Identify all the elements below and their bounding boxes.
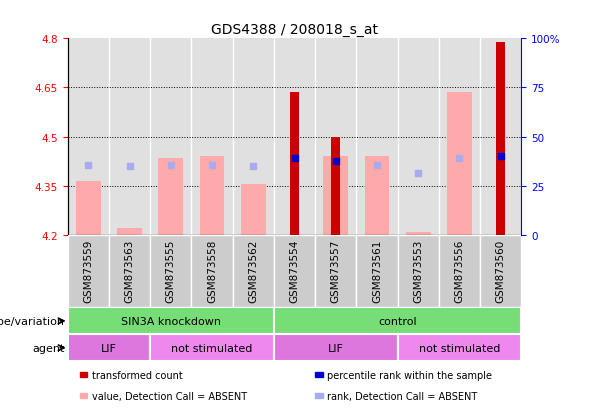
Bar xyxy=(109,235,150,308)
Bar xyxy=(439,235,480,308)
Point xyxy=(290,155,299,162)
Bar xyxy=(150,335,274,361)
Text: GSM873555: GSM873555 xyxy=(166,239,176,302)
Text: SIN3A knockdown: SIN3A knockdown xyxy=(121,316,221,326)
Title: GDS4388 / 208018_s_at: GDS4388 / 208018_s_at xyxy=(211,23,378,37)
Text: GSM873561: GSM873561 xyxy=(372,239,382,302)
Text: GSM873554: GSM873554 xyxy=(290,239,299,302)
Text: GSM873563: GSM873563 xyxy=(125,239,134,302)
Bar xyxy=(356,235,398,308)
Bar xyxy=(76,181,101,235)
Bar xyxy=(233,235,274,308)
Point xyxy=(84,162,93,169)
Text: GSM873556: GSM873556 xyxy=(455,239,464,302)
Point xyxy=(372,162,382,169)
Text: control: control xyxy=(378,316,417,326)
Text: GSM873553: GSM873553 xyxy=(413,239,423,302)
Bar xyxy=(480,235,521,308)
Text: agent: agent xyxy=(32,343,65,353)
Text: transformed count: transformed count xyxy=(92,370,183,380)
Bar xyxy=(398,235,439,308)
Bar xyxy=(406,232,431,235)
Bar xyxy=(447,93,472,235)
Bar xyxy=(315,235,356,308)
Bar xyxy=(117,229,142,235)
Point xyxy=(125,164,134,170)
Text: value, Detection Call = ABSENT: value, Detection Call = ABSENT xyxy=(92,391,247,401)
Bar xyxy=(150,235,191,308)
Bar xyxy=(191,235,233,308)
Bar xyxy=(68,335,150,361)
Bar xyxy=(200,157,224,235)
Bar xyxy=(365,157,389,235)
Bar xyxy=(274,235,315,308)
Text: GSM873560: GSM873560 xyxy=(496,239,505,302)
Bar xyxy=(274,335,398,361)
Text: GSM873557: GSM873557 xyxy=(331,239,340,302)
Text: GSM873559: GSM873559 xyxy=(84,239,93,302)
Bar xyxy=(68,308,274,335)
Point xyxy=(207,162,217,169)
Bar xyxy=(290,93,299,235)
Text: genotype/variation: genotype/variation xyxy=(0,316,65,326)
Bar xyxy=(323,157,348,235)
Point xyxy=(496,154,505,160)
Text: GSM873558: GSM873558 xyxy=(207,239,217,302)
Bar xyxy=(68,235,109,308)
Text: not stimulated: not stimulated xyxy=(419,343,500,353)
Text: LIF: LIF xyxy=(328,343,343,353)
Point xyxy=(331,159,340,165)
Bar xyxy=(398,335,521,361)
Point xyxy=(413,170,423,177)
Point xyxy=(249,164,258,170)
Text: not stimulated: not stimulated xyxy=(171,343,253,353)
Bar xyxy=(241,185,266,235)
Bar xyxy=(158,159,183,235)
Text: GSM873562: GSM873562 xyxy=(249,239,258,302)
Bar xyxy=(496,43,505,235)
Text: rank, Detection Call = ABSENT: rank, Detection Call = ABSENT xyxy=(327,391,478,401)
Bar xyxy=(331,137,340,235)
Text: LIF: LIF xyxy=(101,343,117,353)
Point xyxy=(455,155,464,162)
Bar xyxy=(274,308,521,335)
Text: percentile rank within the sample: percentile rank within the sample xyxy=(327,370,492,380)
Point xyxy=(166,162,176,169)
